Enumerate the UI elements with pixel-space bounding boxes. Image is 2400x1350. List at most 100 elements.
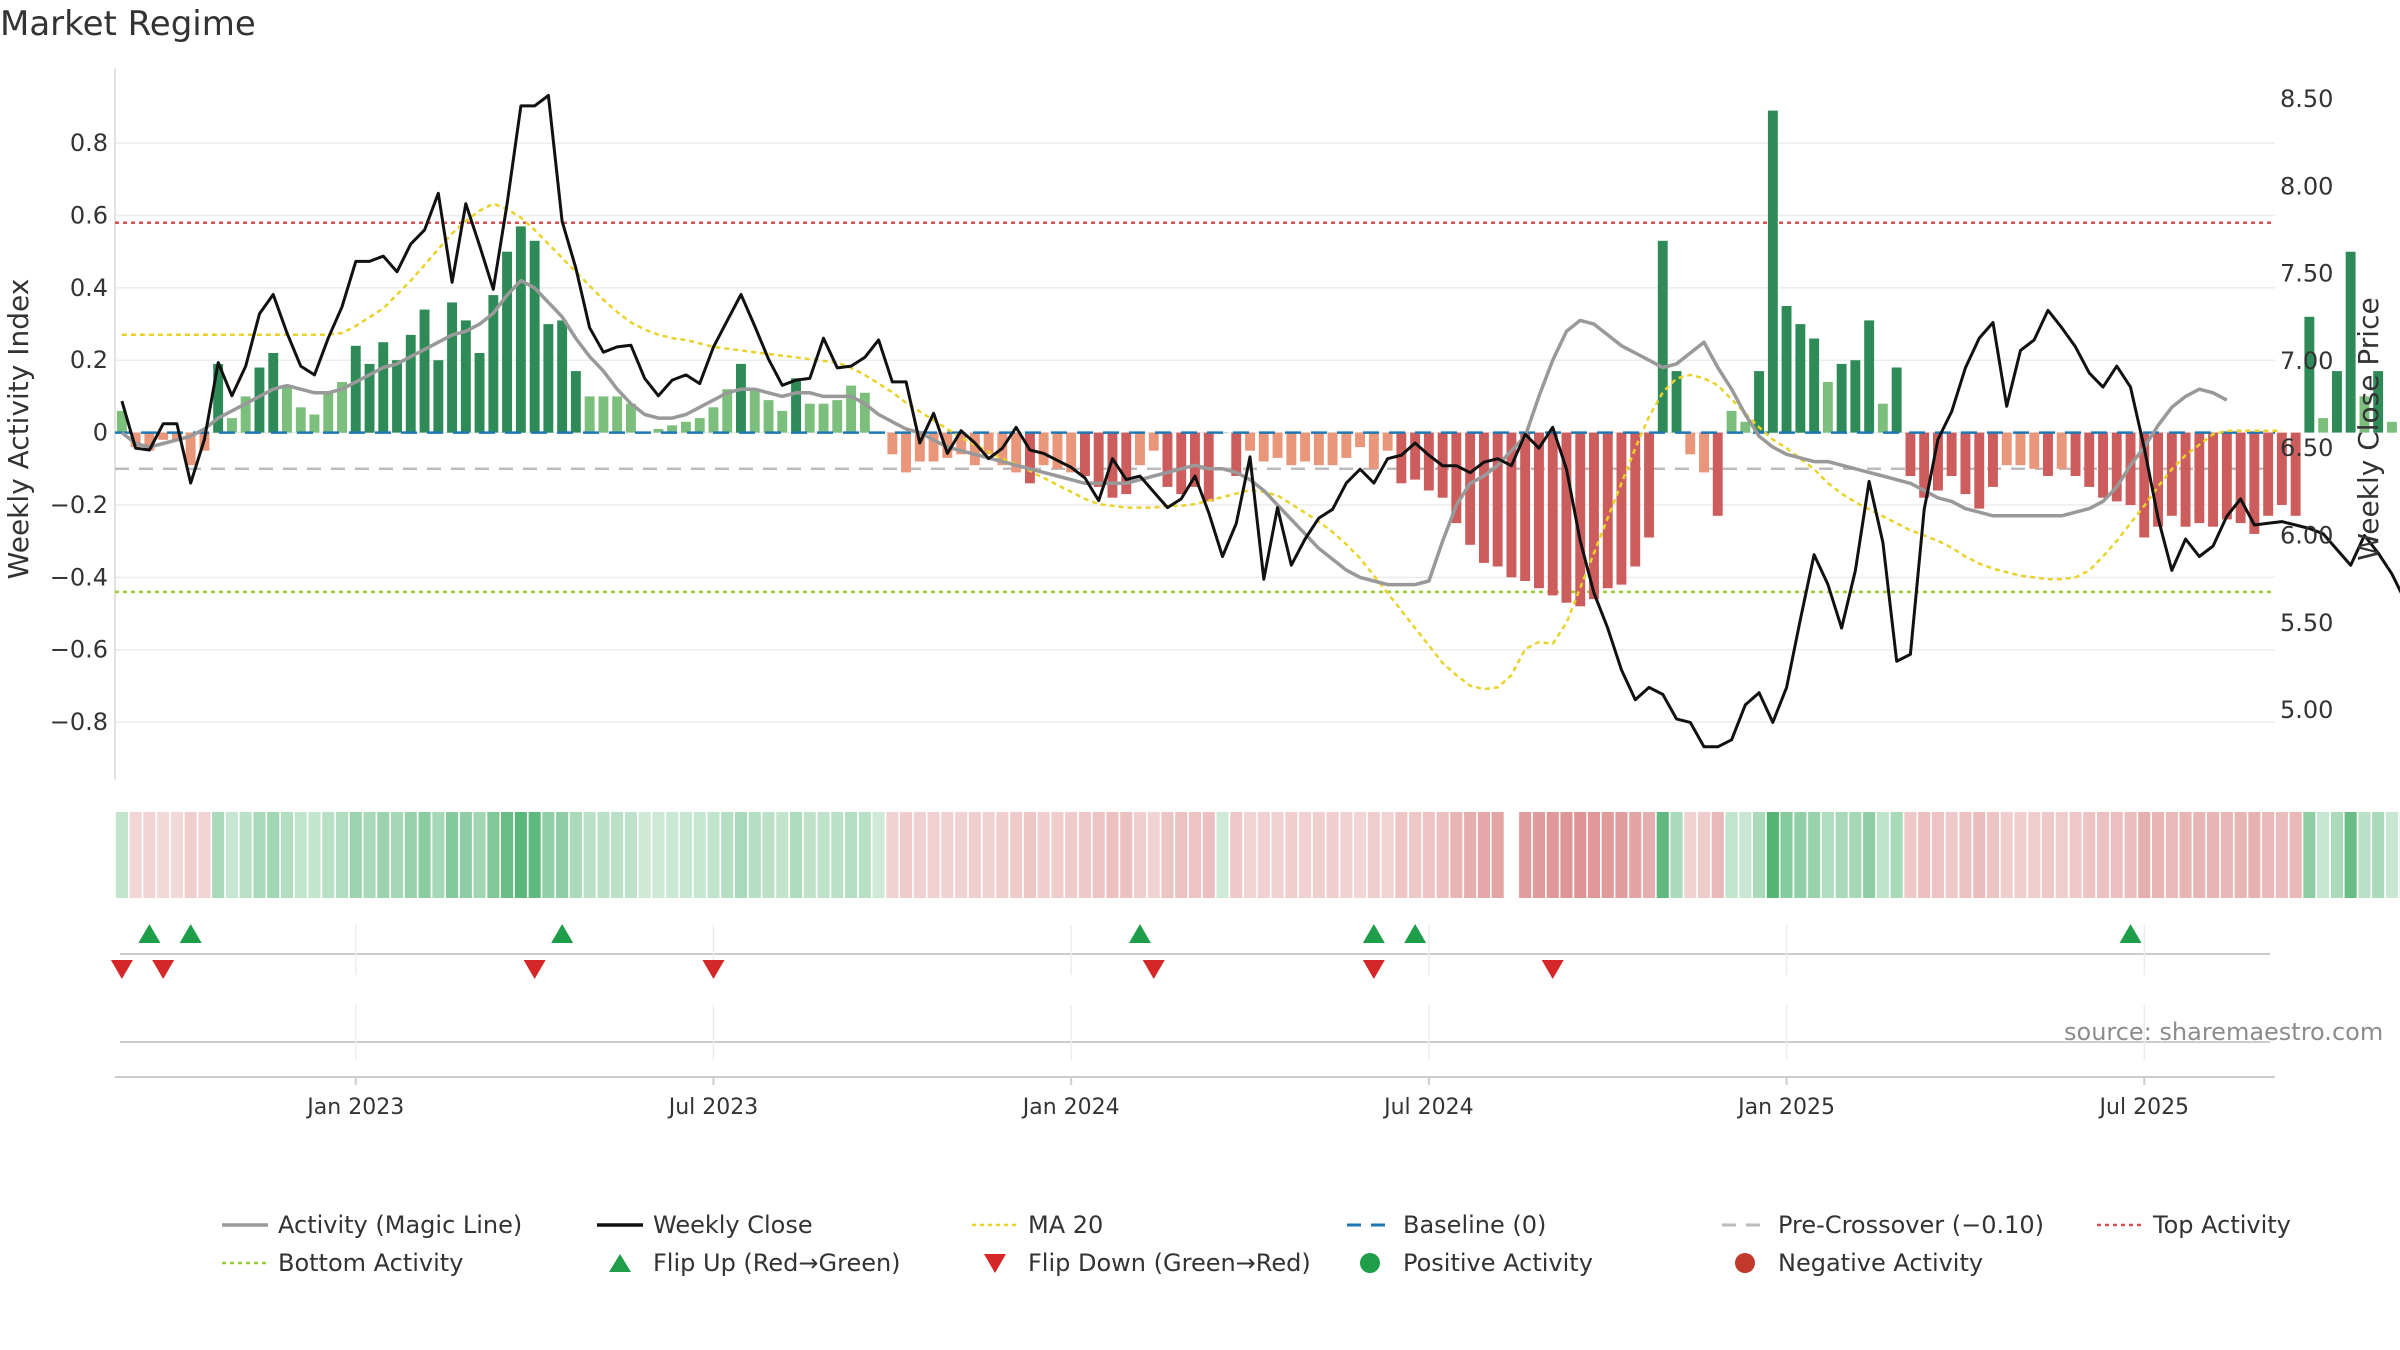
activity-bar [2373,371,2384,433]
strip-cell [1422,812,1435,898]
strip-cell [2110,812,2123,898]
strip-cell [253,812,266,898]
strip-cell [1904,812,1917,898]
activity-bar [570,371,581,433]
strip-cell [294,812,307,898]
y2-tick-label: 6.00 [2280,522,2333,550]
activity-bar [914,432,925,462]
activity-bar [1066,432,1077,473]
activity-bar [2180,432,2191,527]
strip-cell [1794,812,1807,898]
legend-row-2: Bottom Activity Flip Up (Red→Green) Flip… [210,1244,2370,1282]
activity-bar [1850,360,1861,433]
activity-bar [708,407,719,433]
activity-bar [667,425,678,433]
strip-cell [624,812,637,898]
strip-cell [2275,812,2288,898]
strip-cell [1312,812,1325,898]
activity-bar [2194,432,2205,524]
activity-bar [1616,432,1627,585]
strip-cell [2014,812,2027,898]
activity-bar [612,396,623,433]
activity-bar [956,432,967,455]
strip-cell [652,812,665,898]
legend-item-negative-activity: Negative Activity [1710,1244,2085,1282]
flip-up-marker [179,924,202,943]
legend-swatch-baseline [1347,1223,1393,1227]
activity-bar [859,392,870,433]
activity-bar [818,403,829,433]
strip-cell [1340,812,1353,898]
activity-bar [1767,110,1778,433]
strip-cell [1230,812,1243,898]
strip-cell [913,812,926,898]
activity-bar [116,410,127,433]
legend-triangle-up-icon [609,1254,631,1272]
legend-label-ma20: MA 20 [1028,1211,1104,1239]
y-tick-label: 0 [93,419,108,447]
flip-down-marker [1541,960,1564,979]
activity-bar [969,432,980,466]
activity-bar [1162,432,1173,487]
activity-bar [1740,421,1751,433]
activity-bar [419,309,430,433]
activity-bar [1286,432,1297,466]
strip-cell [1244,812,1257,898]
strip-cell [583,812,596,898]
x-tick-label: Jul 2025 [2098,1095,2190,1120]
strip-cell [528,812,541,898]
activity-bar [1712,432,1723,516]
flip-up-marker [2119,924,2142,943]
strip-cell [1051,812,1064,898]
strip-cell [1629,812,1642,898]
activity-bar [584,396,595,433]
strip-cell [666,812,679,898]
legend-swatch-magic-line [222,1223,268,1227]
strip-cell [1532,812,1545,898]
strip-cell [2083,812,2096,898]
strip-cell [2055,812,2068,898]
flip-up-marker [1128,924,1151,943]
strip-cell [1615,812,1628,898]
activity-bar [1671,371,1682,433]
legend-label-weekly-close: Weekly Close [653,1211,813,1239]
strip-cell [900,812,913,898]
strip-cell [2165,812,2178,898]
strip-cell [982,812,995,898]
strip-cell [1202,812,1215,898]
strip-cell [2358,812,2371,898]
legend-label-bottom-activity: Bottom Activity [278,1249,464,1277]
activity-bar [1988,432,1998,487]
activity-bar [749,389,760,433]
legend-label-positive-activity: Positive Activity [1403,1249,1593,1277]
activity-bar [1025,432,1035,484]
strip-cell [1835,812,1848,898]
strip-cell [143,812,156,898]
strip-cell [418,812,431,898]
legend-triangle-down-icon [984,1254,1006,1273]
strip-cell [129,812,142,898]
activity-bar [433,360,444,433]
activity-bar [1396,432,1407,484]
strip-cell [1175,812,1188,898]
legend-swatch-bottom-activity [222,1261,268,1265]
activity-bar [736,363,746,433]
strip-cell [391,812,404,898]
y-tick-label: −0.8 [50,708,108,736]
activity-bar [378,342,389,433]
strip-cell [2317,812,2330,898]
strip-cell [1010,812,1023,898]
strip-cell [542,812,555,898]
activity-bar [1685,432,1696,455]
activity-bar [598,396,609,433]
strip-cell [1587,812,1600,898]
activity-bar [323,392,334,433]
strip-cell [1918,812,1931,898]
strip-cell [184,812,197,898]
strip-cell [707,812,720,898]
activity-bar [1176,432,1187,495]
legend-swatch-pre-crossover [1722,1223,1768,1227]
activity-bar [1946,432,1957,476]
y-tick-label: 0.2 [70,346,108,374]
activity-bar [295,407,306,433]
